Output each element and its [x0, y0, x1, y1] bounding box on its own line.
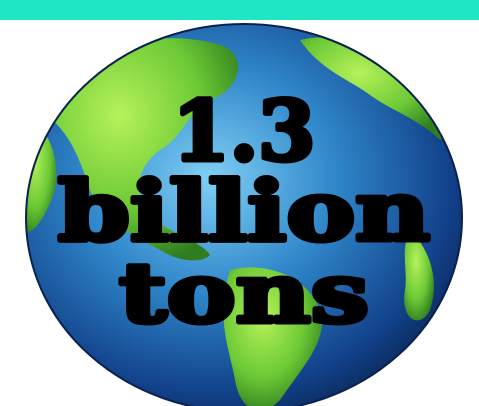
- continents: [26, 37, 449, 406]
- continent: [223, 267, 322, 406]
- headline-line: 1.3: [173, 84, 316, 180]
- continent: [404, 230, 434, 321]
- headline-line: tons: [119, 246, 369, 342]
- headline-line: billion: [58, 164, 430, 260]
- globe-rim: [25, 23, 463, 406]
- continent: [300, 37, 449, 140]
- continent: [40, 38, 239, 261]
- top-band: [0, 0, 479, 20]
